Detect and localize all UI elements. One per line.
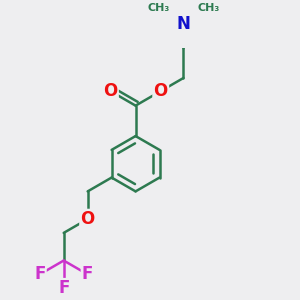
Text: CH₃: CH₃ <box>147 3 170 13</box>
Text: F: F <box>82 266 93 284</box>
Text: CH₃: CH₃ <box>197 3 220 13</box>
Text: F: F <box>34 266 45 284</box>
Text: F: F <box>58 279 69 297</box>
Text: O: O <box>103 82 118 100</box>
Text: N: N <box>176 15 190 33</box>
Text: O: O <box>154 82 168 100</box>
Text: O: O <box>80 210 95 228</box>
